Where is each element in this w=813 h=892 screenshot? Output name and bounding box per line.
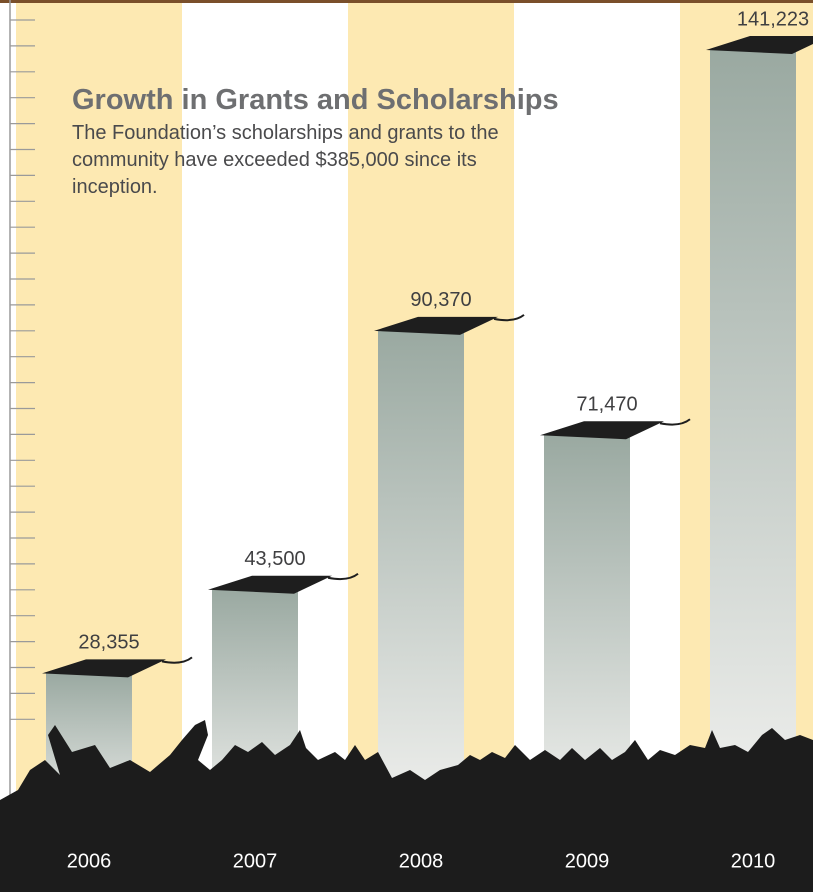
x-tick-label: 2008 <box>399 850 444 872</box>
chart-subtitle: The Foundation’s scholarships and grants… <box>72 122 499 198</box>
crowd-band <box>0 825 813 892</box>
top-rule <box>0 0 813 3</box>
x-tick-label: 2010 <box>731 850 776 872</box>
value-label: 90,370 <box>410 289 471 311</box>
bar <box>710 50 796 830</box>
value-label: 71,470 <box>576 394 637 416</box>
value-label: 43,500 <box>244 548 305 570</box>
cap-tassel <box>327 572 359 581</box>
value-label: 141,223 <box>737 8 809 30</box>
chart-title: Growth in Grants and Scholarships <box>72 84 559 116</box>
cap-tassel <box>493 314 525 322</box>
bar <box>378 330 464 830</box>
value-label: 28,355 <box>78 632 139 654</box>
cap-tassel <box>161 656 193 664</box>
cap <box>208 575 332 594</box>
cap <box>42 659 166 678</box>
cap <box>374 316 498 335</box>
cap <box>706 36 813 54</box>
x-tick-label: 2007 <box>233 850 278 872</box>
x-tick-label: 2009 <box>565 850 610 872</box>
cap-tassel <box>659 418 691 426</box>
cap <box>540 421 664 440</box>
x-tick-label: 2006 <box>67 850 112 872</box>
